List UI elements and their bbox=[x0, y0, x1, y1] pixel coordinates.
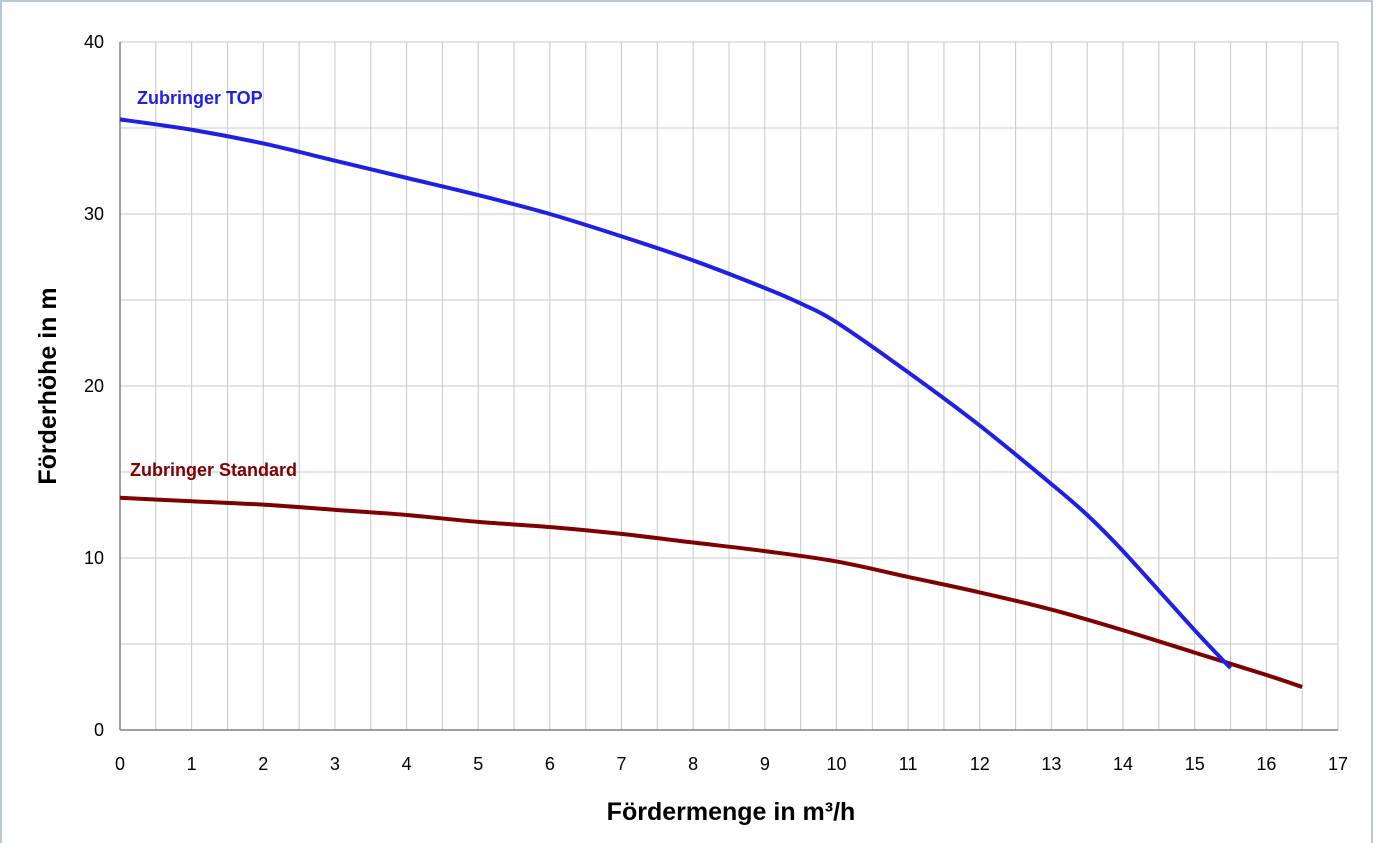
x-tick-label: 16 bbox=[1256, 754, 1276, 774]
series-label-standard: Zubringer Standard bbox=[130, 460, 297, 480]
x-tick-label: 7 bbox=[617, 754, 627, 774]
x-tick-label: 17 bbox=[1328, 754, 1348, 774]
x-tick-label: 10 bbox=[826, 754, 846, 774]
x-tick-labels: 0 1 2 3 4 5 6 7 8 9 10 11 12 13 14 15 16 17 bbox=[115, 754, 1348, 774]
x-tick-label: 8 bbox=[688, 754, 698, 774]
y-tick-label: 30 bbox=[84, 204, 104, 224]
series-line-top bbox=[119, 117, 1232, 670]
y-tick-label: 10 bbox=[84, 548, 104, 568]
x-tick-label: 15 bbox=[1185, 754, 1205, 774]
x-tick-label: 9 bbox=[760, 754, 770, 774]
x-tick-label: 13 bbox=[1041, 754, 1061, 774]
grid bbox=[119, 41, 1339, 731]
x-tick-label: 4 bbox=[402, 754, 412, 774]
axes bbox=[119, 42, 1338, 731]
series-label-top: Zubringer TOP bbox=[137, 88, 263, 108]
x-tick-label: 1 bbox=[187, 754, 197, 774]
y-tick-label: 40 bbox=[84, 32, 104, 52]
x-tick-label: 12 bbox=[970, 754, 990, 774]
series-line-standard bbox=[119, 495, 1303, 689]
y-tick-labels: 0 10 20 30 40 bbox=[84, 32, 104, 740]
x-tick-label: 6 bbox=[545, 754, 555, 774]
x-axis-title: Fördermenge in m³/h bbox=[607, 798, 856, 826]
series-lines bbox=[119, 117, 1303, 689]
x-tick-label: 3 bbox=[330, 754, 340, 774]
y-tick-label: 20 bbox=[84, 376, 104, 396]
x-tick-label: 11 bbox=[899, 754, 918, 774]
x-tick-label: 14 bbox=[1113, 754, 1133, 774]
y-tick-label: 0 bbox=[94, 720, 104, 740]
x-tick-label: 0 bbox=[115, 754, 125, 774]
x-tick-label: 5 bbox=[473, 754, 483, 774]
y-axis-title: Förderhöhe in m bbox=[34, 287, 62, 484]
x-tick-label: 2 bbox=[258, 754, 268, 774]
